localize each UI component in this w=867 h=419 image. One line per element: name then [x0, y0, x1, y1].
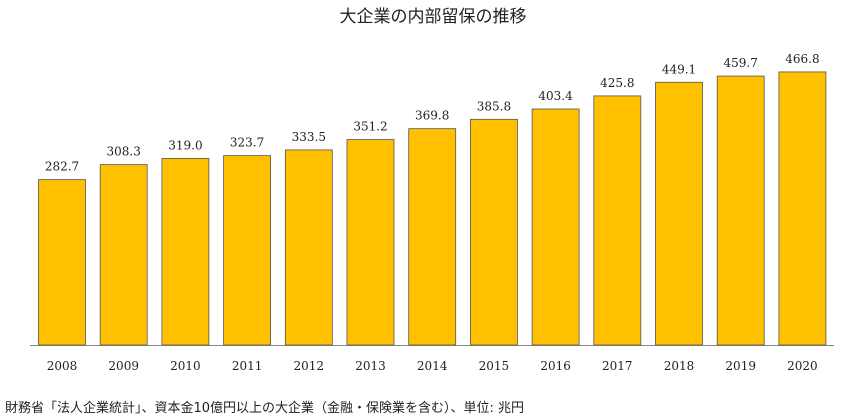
bar	[223, 155, 272, 346]
value-label: 425.8	[600, 76, 634, 90]
value-label: 308.3	[107, 145, 141, 159]
value-label: 323.7	[230, 136, 264, 150]
bar	[778, 71, 827, 346]
value-label: 333.5	[292, 130, 326, 144]
chart-title: 大企業の内部留保の推移	[340, 7, 527, 27]
x-tick-label: 2020	[787, 359, 818, 373]
x-tick-label: 2017	[602, 359, 633, 373]
x-tick-label: 2019	[725, 359, 756, 373]
bar	[38, 179, 86, 346]
bar	[284, 149, 333, 346]
bar	[531, 108, 580, 346]
value-label: 282.7	[45, 160, 79, 174]
x-tick-label: 2015	[479, 359, 510, 373]
value-label: 385.8	[477, 99, 511, 113]
bar	[655, 81, 703, 346]
bar	[716, 75, 765, 346]
bar	[346, 139, 395, 346]
x-tick-label: 2014	[417, 359, 448, 373]
x-tick-label: 2008	[47, 359, 78, 373]
bar	[469, 118, 518, 346]
value-label: 459.7	[724, 56, 758, 70]
value-label: 449.1	[662, 62, 696, 76]
value-label: 351.2	[353, 120, 387, 134]
value-label: 403.4	[538, 89, 573, 103]
value-label: 369.8	[415, 109, 449, 123]
x-tick-label: 2013	[355, 359, 386, 373]
x-tick-label: 2009	[108, 359, 139, 373]
bar	[408, 128, 457, 346]
value-label: 466.8	[785, 52, 819, 66]
x-tick-label: 2012	[294, 359, 325, 373]
bar	[99, 164, 148, 346]
value-label: 319.0	[168, 138, 202, 152]
bar	[161, 157, 210, 346]
bar	[593, 95, 642, 346]
x-tick-label: 2016	[540, 359, 571, 373]
source-note: 財務省「法人企業統計」、資本金10億円以上の大企業（金融・保険業を含む）、単位:…	[5, 400, 524, 416]
x-tick-label: 2011	[232, 359, 263, 373]
x-tick-label: 2010	[170, 359, 201, 373]
x-tick-label: 2018	[664, 359, 695, 373]
